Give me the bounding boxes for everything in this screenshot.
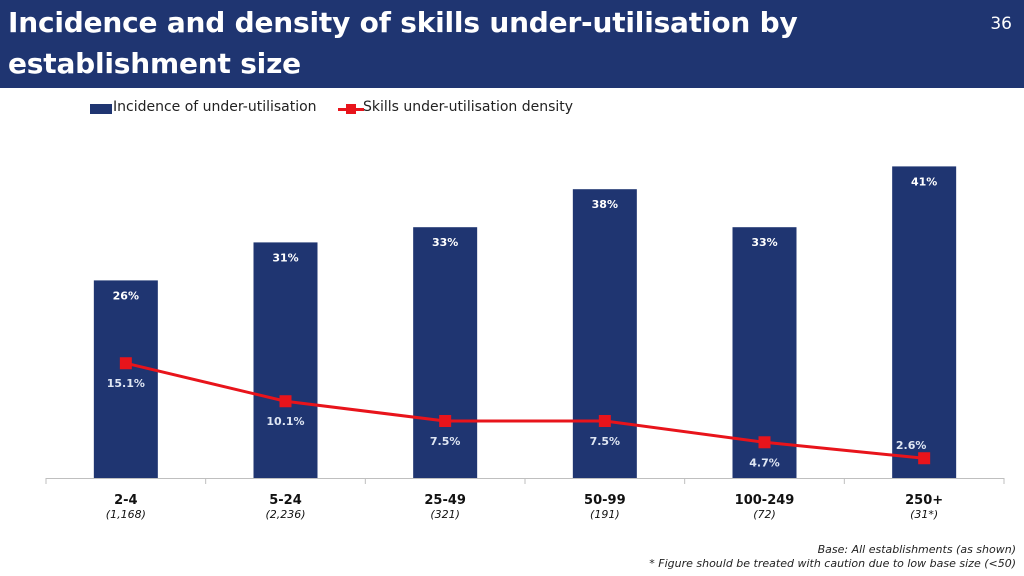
legend-bar-swatch bbox=[90, 104, 112, 114]
incidence-bar-label: 41% bbox=[911, 175, 937, 188]
density-label: 15.1% bbox=[107, 377, 145, 390]
density-marker bbox=[119, 357, 132, 370]
base-size-label: (1,168) bbox=[106, 508, 146, 521]
legend-marker-swatch bbox=[346, 104, 356, 114]
x-tick-label: 2-4 bbox=[114, 493, 138, 508]
density-marker bbox=[918, 452, 931, 465]
incidence-bar bbox=[572, 189, 637, 478]
density-label: 2.6% bbox=[896, 439, 927, 452]
footnote-caution: * Figure should be treated with caution … bbox=[649, 557, 1016, 570]
footnote-base: Base: All establishments (as shown) bbox=[817, 543, 1016, 556]
density-marker bbox=[279, 395, 292, 408]
incidence-bar-label: 33% bbox=[751, 236, 777, 249]
base-size-label: (72) bbox=[753, 508, 776, 521]
x-tick-label: 5-24 bbox=[269, 493, 302, 508]
page-title: Incidence and density of skills under-ut… bbox=[8, 6, 798, 80]
x-tick-label: 50-99 bbox=[584, 493, 626, 508]
title-bar: Incidence and density of skills under-ut… bbox=[0, 0, 1024, 88]
density-line bbox=[125, 361, 925, 460]
x-tick-label: 25-49 bbox=[424, 493, 466, 508]
incidence-bar bbox=[413, 227, 478, 478]
legend-label-incidence: Incidence of under-utilisation bbox=[113, 99, 317, 115]
incidence-bar bbox=[732, 227, 797, 478]
incidence-bar-label: 38% bbox=[592, 198, 618, 211]
base-size-label: (31*) bbox=[910, 508, 938, 521]
base-size-label: (2,236) bbox=[265, 508, 305, 521]
incidence-bar bbox=[892, 166, 957, 478]
page-number: 36 bbox=[990, 14, 1012, 34]
density-marker bbox=[598, 415, 611, 427]
density-label: 10.1% bbox=[266, 415, 304, 428]
incidence-bar bbox=[93, 280, 158, 478]
base-size-label: (191) bbox=[590, 508, 620, 521]
density-label: 7.5% bbox=[590, 435, 621, 448]
density-marker bbox=[758, 436, 771, 449]
x-tick-label: 250+ bbox=[905, 493, 943, 508]
density-marker bbox=[439, 415, 452, 427]
density-label: 4.7% bbox=[749, 456, 780, 469]
incidence-bar-label: 31% bbox=[272, 251, 298, 264]
density-label: 7.5% bbox=[430, 435, 461, 448]
legend-label-density: Skills under-utilisation density bbox=[363, 99, 574, 115]
incidence-bar bbox=[253, 242, 318, 478]
incidence-bar-label: 26% bbox=[113, 289, 139, 302]
incidence-bar-label: 33% bbox=[432, 236, 458, 249]
x-tick-label: 100-249 bbox=[735, 493, 795, 508]
base-size-label: (321) bbox=[430, 508, 460, 521]
